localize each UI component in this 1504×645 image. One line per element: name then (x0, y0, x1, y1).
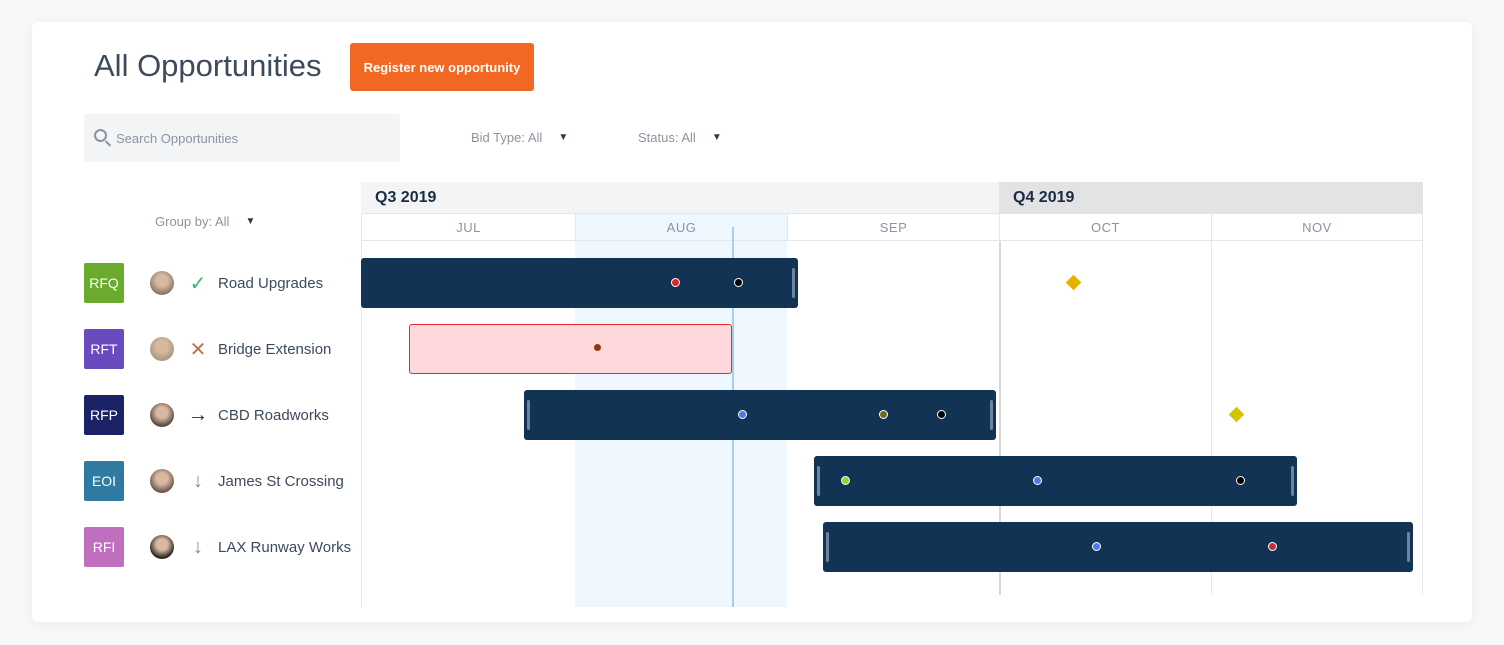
status-label: Status: All (638, 130, 696, 145)
gantt-bar[interactable] (814, 456, 1297, 506)
x-icon: ✕ (189, 338, 207, 361)
opportunity-name[interactable]: Bridge Extension (218, 340, 332, 358)
bid-type-badge: RFI (84, 527, 124, 567)
divider (1211, 241, 1212, 595)
resize-handle[interactable] (1407, 532, 1410, 562)
divider (1422, 241, 1423, 595)
opportunity-row[interactable]: RFP → CBD Roadworks (84, 395, 329, 435)
search-input[interactable]: Search Opportunities (84, 114, 400, 162)
opportunity-name[interactable]: CBD Roadworks (218, 406, 329, 424)
quarter-header: Q3 2019 (361, 182, 999, 213)
milestone-dot[interactable] (879, 410, 888, 419)
gantt-bar[interactable] (409, 324, 732, 374)
avatar (150, 469, 174, 493)
gantt-bar[interactable] (823, 522, 1413, 572)
milestone-dot[interactable] (734, 278, 743, 287)
register-opportunity-button[interactable]: Register new opportunity (350, 43, 534, 91)
month-header: JUL (361, 213, 575, 241)
resize-handle[interactable] (527, 400, 530, 430)
gantt-bar[interactable] (361, 258, 798, 308)
month-header: AUG (575, 213, 787, 241)
opportunity-row[interactable]: RFQ ✓ Road Upgrades (84, 263, 323, 303)
resize-handle[interactable] (817, 466, 820, 496)
milestone-dot[interactable] (937, 410, 946, 419)
status-dropdown[interactable]: Status: All ▼ (638, 130, 722, 145)
quarter-divider (999, 241, 1001, 595)
bid-type-dropdown[interactable]: Bid Type: All ▼ (471, 130, 568, 145)
resize-handle[interactable] (1291, 466, 1294, 496)
bid-type-badge: EOI (84, 461, 124, 501)
gantt-bar[interactable] (524, 390, 996, 440)
milestone-dot[interactable] (1033, 476, 1042, 485)
month-header: NOV (1211, 213, 1423, 241)
opportunity-row[interactable]: RFI ↓ LAX Runway Works (84, 527, 351, 567)
group-by-dropdown[interactable]: Group by: All ▼ (155, 214, 255, 229)
opportunity-row[interactable]: RFT ✕ Bridge Extension (84, 329, 331, 369)
arrow-down-icon: ↓ (193, 469, 203, 492)
opportunity-name[interactable]: LAX Runway Works (218, 538, 352, 556)
search-icon (94, 129, 107, 142)
avatar (150, 271, 174, 295)
bid-type-badge: RFT (84, 329, 124, 369)
milestone-dot[interactable] (1092, 542, 1101, 551)
group-by-label: Group by: All (155, 214, 230, 229)
bid-type-badge: RFQ (84, 263, 124, 303)
timeline: Q3 2019 Q4 2019 JUL AUG SEP OCT NOV (361, 182, 1423, 607)
page-title: All Opportunities (94, 48, 322, 83)
opportunity-row[interactable]: EOI ↓ James St Crossing (84, 461, 344, 501)
chevron-down-icon: ▼ (245, 216, 256, 227)
opportunity-name[interactable]: Road Upgrades (218, 274, 324, 292)
avatar (150, 403, 174, 427)
resize-handle[interactable] (990, 400, 993, 430)
month-header: OCT (999, 213, 1211, 241)
opportunity-name[interactable]: James St Crossing (218, 472, 344, 490)
search-placeholder: Search Opportunities (116, 130, 239, 146)
resize-handle[interactable] (826, 532, 829, 562)
resize-handle[interactable] (792, 268, 795, 298)
milestone-diamond[interactable] (1228, 406, 1245, 423)
milestone-dot[interactable] (671, 278, 680, 287)
arrow-right-icon: → (188, 403, 208, 426)
chevron-down-icon: ▼ (558, 132, 569, 143)
bid-type-label: Bid Type: All (471, 130, 543, 145)
check-icon: ✓ (189, 272, 207, 295)
milestone-dot[interactable] (1268, 542, 1277, 551)
bid-type-badge: RFP (84, 395, 124, 435)
milestone-dot[interactable] (841, 476, 850, 485)
avatar (150, 337, 174, 361)
avatar (150, 535, 174, 559)
milestone-dot[interactable] (738, 410, 747, 419)
milestone-diamond[interactable] (1065, 274, 1082, 291)
milestone-dot[interactable] (1236, 476, 1245, 485)
divider (361, 241, 362, 607)
milestone-dot[interactable] (594, 344, 601, 351)
month-header: SEP (787, 213, 999, 241)
arrow-down-icon: ↓ (193, 535, 203, 558)
chevron-down-icon: ▼ (711, 132, 722, 143)
quarter-header: Q4 2019 (999, 182, 1423, 213)
